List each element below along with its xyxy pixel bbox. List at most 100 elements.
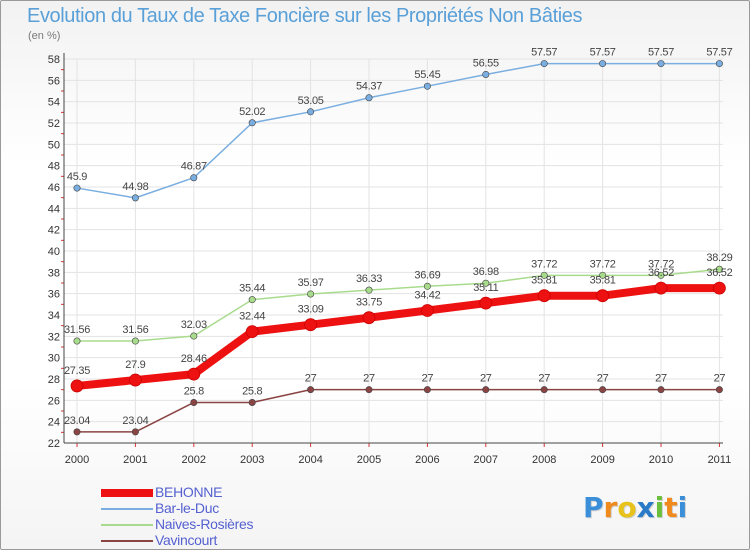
logo-letter: i — [654, 491, 665, 524]
legend-label-vavincourt: Vavincourt — [155, 532, 218, 548]
data-label: 27.35 — [64, 365, 90, 377]
logo-letter: x — [636, 491, 655, 524]
data-point — [187, 367, 201, 381]
y-tick-label: 24 — [48, 417, 60, 429]
data-label: 36.52 — [648, 267, 674, 279]
data-label: 55.45 — [414, 69, 440, 81]
data-label: 27 — [305, 373, 317, 385]
data-label: 27 — [655, 373, 667, 385]
data-label: 52.02 — [239, 106, 265, 118]
data-point — [365, 386, 373, 394]
data-point — [657, 271, 665, 279]
data-label: 57.57 — [590, 47, 616, 59]
data-point — [131, 428, 139, 436]
data-label: 57.57 — [531, 47, 557, 59]
data-label: 38.29 — [706, 252, 732, 264]
data-point — [248, 398, 256, 406]
logo-letter: t — [664, 491, 678, 524]
data-point — [245, 325, 259, 339]
y-tick-label: 28 — [48, 374, 60, 386]
data-point — [365, 286, 373, 294]
data-label: 33.09 — [298, 304, 324, 316]
data-point — [715, 386, 723, 394]
data-point — [73, 337, 81, 345]
y-tick-label: 58 — [48, 54, 60, 66]
data-label: 37.72 — [590, 258, 616, 270]
data-label: 33.75 — [356, 297, 382, 309]
x-tick-label: 2003 — [240, 454, 264, 466]
chart-title: Evolution du Taux de Taxe Foncière sur l… — [27, 5, 583, 27]
data-labels: 45.9 44.98 46.87 52.02 53.05 54.37 55.45 56.55 5… — [64, 47, 733, 427]
data-label: 54.37 — [356, 81, 382, 93]
data-label: 32.03 — [181, 319, 207, 331]
x-tick-label: 2002 — [182, 454, 206, 466]
data-label: 57.57 — [648, 47, 674, 59]
y-tick-label: 22 — [48, 438, 60, 450]
data-point — [482, 386, 490, 394]
data-point — [73, 428, 81, 436]
data-label: 56.55 — [473, 57, 499, 69]
data-point — [423, 386, 431, 394]
x-tick-label: 2008 — [532, 454, 556, 466]
data-point — [482, 279, 490, 287]
data-label: 35.97 — [298, 277, 324, 289]
data-label: 44.98 — [122, 181, 148, 193]
y-tick-label: 54 — [48, 97, 60, 109]
y-tick-label: 50 — [48, 139, 60, 151]
y-tick-label: 34 — [48, 310, 60, 322]
data-point — [307, 290, 315, 298]
data-label: 36.33 — [356, 273, 382, 285]
data-label: 27 — [538, 373, 550, 385]
data-label: 31.56 — [64, 324, 90, 336]
grid — [64, 58, 723, 444]
x-tick-label: 2007 — [474, 454, 498, 466]
data-point — [540, 386, 548, 394]
data-label: 25.8 — [184, 385, 204, 397]
data-label: 37.72 — [531, 258, 557, 270]
data-label: 45.9 — [67, 171, 87, 183]
data-point — [420, 304, 434, 317]
data-label: 35.81 — [590, 275, 616, 287]
y-tick-label: 30 — [48, 353, 60, 365]
series-line-Vavincourt — [77, 388, 720, 433]
x-tick-label: 2006 — [415, 454, 439, 466]
legend-swatch-bar-le-duc — [101, 508, 153, 510]
legend-swatch-vavincourt — [101, 540, 153, 542]
data-label: 25.8 — [242, 385, 262, 397]
data-point — [540, 60, 548, 68]
data-label: 36.52 — [706, 267, 732, 279]
x-tick-label: 2004 — [298, 454, 322, 466]
data-point — [537, 289, 551, 303]
data-point — [423, 82, 431, 90]
data-label: 36.69 — [414, 269, 440, 281]
data-label: 37.72 — [648, 258, 674, 270]
x-tick-label: 2000 — [65, 454, 89, 466]
series-line-Naives-Rosières — [77, 268, 720, 342]
data-label: 27 — [422, 373, 434, 385]
series-line-Bar-le-Duc — [76, 62, 720, 199]
data-label: 35.44 — [239, 283, 265, 295]
x-tick-label: 2005 — [357, 454, 381, 466]
data-point — [190, 174, 198, 182]
data-point — [128, 373, 142, 387]
y-tick-label: 40 — [48, 246, 60, 258]
data-label: 46.87 — [181, 161, 207, 173]
data-point — [365, 94, 373, 102]
data-label: 32.44 — [239, 311, 265, 323]
y-tick-label: 42 — [48, 225, 60, 237]
data-label: 27 — [597, 373, 609, 385]
legend-label-bar-le-duc: Bar-le-Duc — [155, 500, 219, 516]
data-point — [479, 296, 493, 310]
series-lines — [70, 60, 726, 436]
data-point — [713, 281, 726, 295]
logo-letter: o — [617, 491, 637, 524]
data-label: 36.98 — [473, 266, 499, 278]
y-tick-label: 38 — [48, 267, 60, 279]
x-tick-label: 2010 — [649, 454, 673, 466]
data-point — [307, 386, 315, 394]
data-point — [657, 60, 665, 68]
data-label: 31.56 — [122, 324, 148, 336]
data-point — [423, 282, 431, 290]
x-tick-label: 2009 — [590, 454, 614, 466]
